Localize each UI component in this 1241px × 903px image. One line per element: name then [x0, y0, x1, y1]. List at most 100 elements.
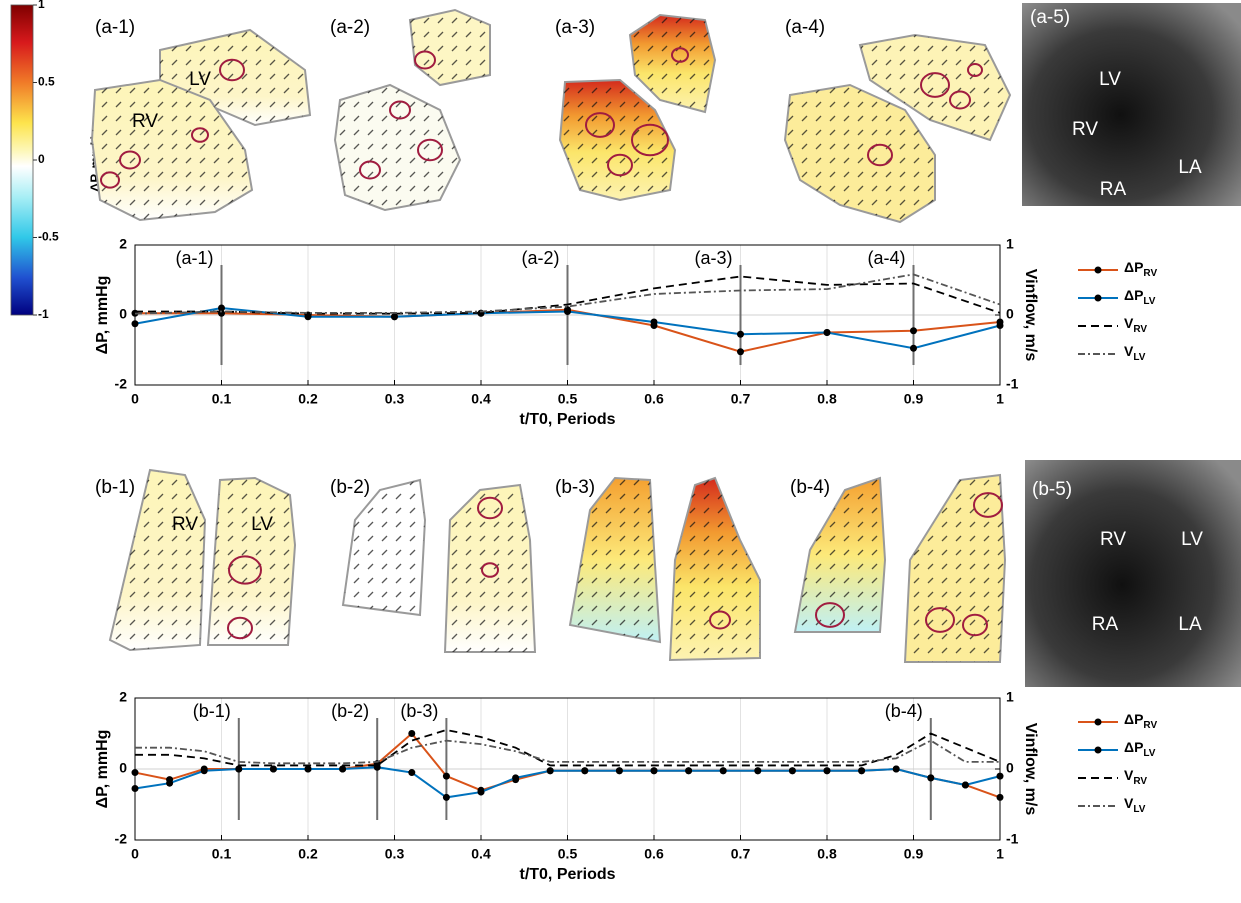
x-axis-label: t/T0, Periods [519, 411, 615, 428]
x-tick-label: 0.7 [731, 391, 751, 407]
y-tick-label: 0 [119, 760, 127, 776]
legend-subscript: RV [1133, 324, 1147, 335]
snapshot-label: (a-3) [694, 248, 732, 268]
velocity-field [570, 478, 660, 642]
legend-subscript: RV [1143, 268, 1157, 279]
x-tick-label: 1 [996, 846, 1004, 862]
data-point [962, 781, 969, 788]
region-label: LA [1178, 614, 1202, 635]
x-tick-label: 0.7 [731, 846, 751, 862]
data-point [910, 327, 917, 334]
legend-marker [1095, 267, 1102, 274]
data-point [201, 767, 208, 774]
velocity-field [630, 15, 715, 112]
y2-tick-label: -1 [1006, 376, 1019, 392]
data-point [737, 331, 744, 338]
legend-label: ΔPRV [1124, 259, 1157, 279]
x-tick-label: 0.3 [385, 391, 405, 407]
x-tick-label: 0.4 [471, 846, 491, 862]
data-point [512, 774, 519, 781]
x-tick-label: 0.9 [904, 846, 924, 862]
legend-name: ΔP [1124, 739, 1143, 755]
legend-subscript: LV [1133, 352, 1145, 363]
legend-subscript: LV [1133, 804, 1145, 815]
velocity-field [343, 480, 425, 615]
colorbar-tick-label: 0 [38, 152, 45, 166]
velocity-field [670, 478, 760, 660]
legend-label: VRV [1124, 767, 1147, 787]
panel-label: (b-3) [555, 477, 595, 498]
x-tick-label: 0.3 [385, 846, 405, 862]
y2-tick-label: 0 [1006, 306, 1014, 322]
data-point [166, 780, 173, 787]
colorbar-tick-label: -1 [38, 307, 49, 321]
velocity-field [208, 478, 295, 645]
region-label: RV [1100, 529, 1126, 550]
x-axis-label: t/T0, Periods [519, 866, 615, 883]
x-tick-label: 0.1 [212, 846, 232, 862]
data-point [218, 305, 225, 312]
snapshot-label: (a-1) [175, 248, 213, 268]
panel-label: (a-4) [785, 17, 825, 38]
velocity-field [410, 10, 490, 85]
data-point [408, 769, 415, 776]
data-point [651, 767, 658, 774]
x-tick-label: 0 [131, 391, 139, 407]
legend-label: ΔPLV [1124, 287, 1156, 307]
y-tick-label: -2 [115, 831, 128, 847]
echo-image [1022, 3, 1241, 206]
data-point [651, 319, 658, 326]
region-label: RV [172, 514, 198, 535]
panel-label: (a-2) [330, 17, 370, 38]
y2-axis-label: Vinflow, m/s [1022, 269, 1039, 362]
x-tick-label: 0.8 [817, 846, 837, 862]
panel-label: (a-1) [95, 17, 135, 38]
legend-label: VRV [1124, 315, 1147, 335]
data-point [754, 767, 761, 774]
y-axis-label: ΔP, mmHg [94, 730, 111, 809]
legend-subscript: RV [1133, 776, 1147, 787]
data-point [910, 345, 917, 352]
data-point [581, 767, 588, 774]
data-point [616, 767, 623, 774]
data-point [305, 766, 312, 773]
data-point [235, 766, 242, 773]
x-tick-label: 0.6 [644, 846, 664, 862]
data-point [893, 766, 900, 773]
data-point [408, 730, 415, 737]
y-tick-label: 2 [119, 236, 127, 252]
region-label: RV [132, 111, 158, 132]
region-label: LV [251, 514, 273, 535]
region-label: LA [1178, 157, 1202, 178]
panel-label: (b-4) [790, 477, 830, 498]
legend-name: ΔP [1124, 711, 1143, 727]
panel-label: (a-3) [555, 17, 595, 38]
region-label: RV [1072, 119, 1098, 140]
legend-name: ΔP [1124, 287, 1143, 303]
data-point [132, 785, 139, 792]
data-point [443, 773, 450, 780]
y-tick-label: 2 [119, 689, 127, 705]
legend-subscript: RV [1143, 720, 1157, 731]
data-point [927, 774, 934, 781]
x-tick-label: 0 [131, 846, 139, 862]
snapshot-label: (a-4) [867, 248, 905, 268]
x-tick-label: 0.6 [644, 391, 664, 407]
legend-label: VLV [1124, 795, 1146, 815]
panel-label: (b-5) [1032, 479, 1072, 500]
y2-tick-label: 1 [1006, 689, 1014, 705]
data-point [339, 766, 346, 773]
region-label: LV [1099, 69, 1121, 90]
legend-subscript: LV [1143, 296, 1155, 307]
y2-tick-label: 0 [1006, 760, 1014, 776]
velocity-field [445, 485, 535, 652]
panel-label: (b-1) [95, 477, 135, 498]
y-tick-label: -2 [115, 376, 128, 392]
y2-tick-label: -1 [1006, 831, 1019, 847]
data-point [564, 308, 571, 315]
region-label: LV [1181, 529, 1203, 550]
data-point [685, 767, 692, 774]
legend-marker [1095, 747, 1102, 754]
y2-tick-label: 1 [1006, 236, 1014, 252]
panel-label: (b-2) [330, 477, 370, 498]
